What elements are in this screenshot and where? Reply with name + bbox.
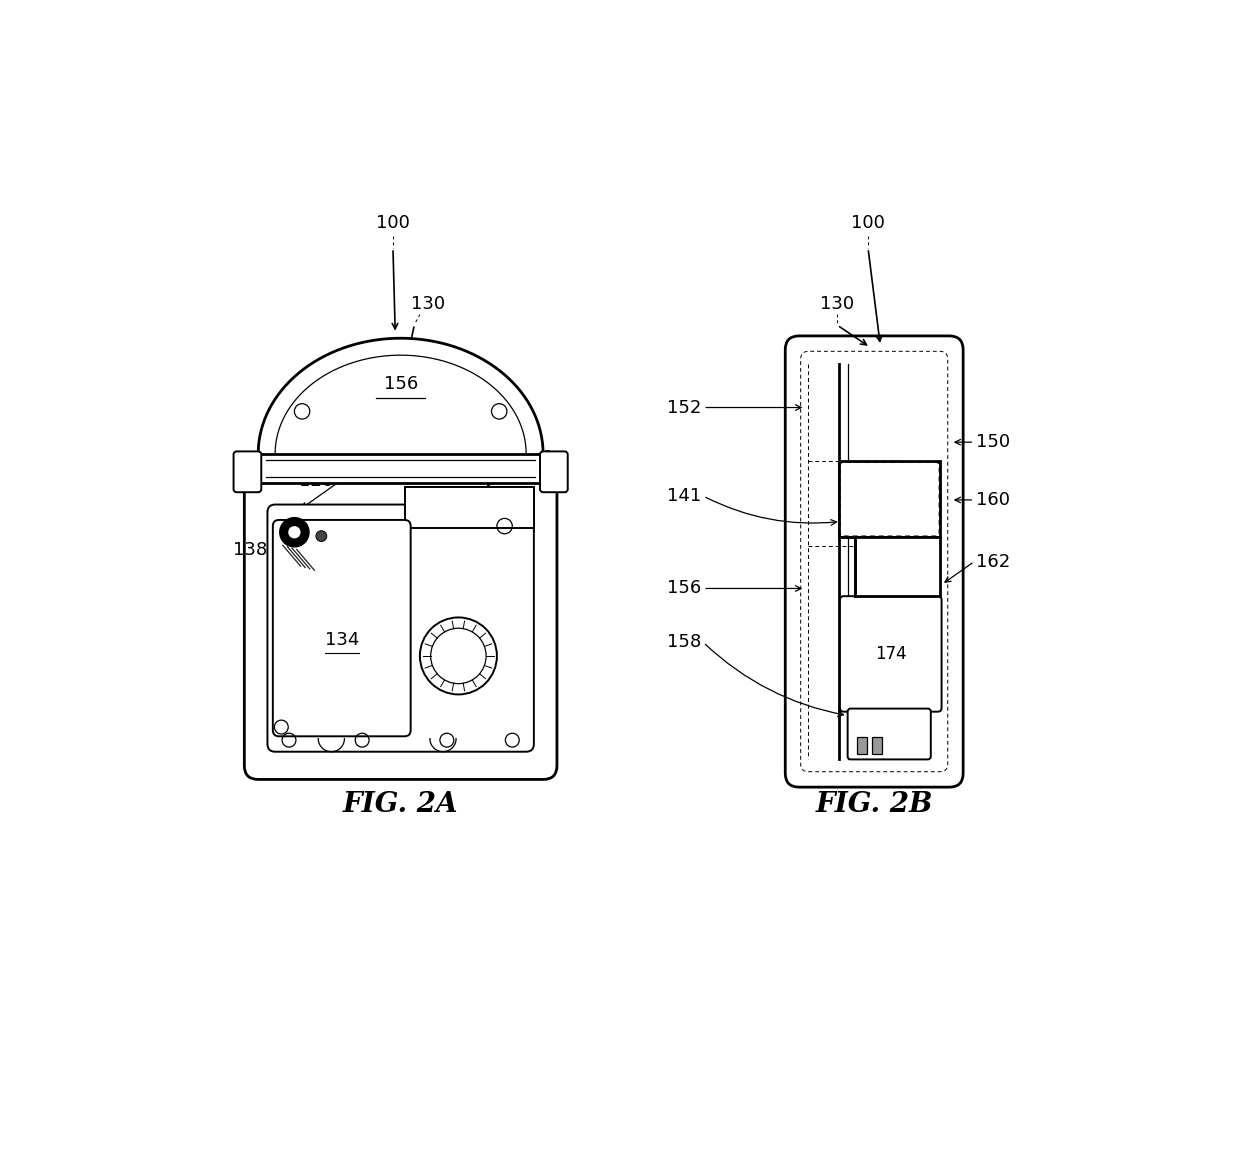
Text: 141: 141 <box>520 449 554 466</box>
Text: 138: 138 <box>233 541 268 559</box>
Bar <box>404 487 534 528</box>
Text: 162: 162 <box>976 552 1011 571</box>
Polygon shape <box>258 338 543 454</box>
FancyBboxPatch shape <box>785 336 963 787</box>
FancyBboxPatch shape <box>839 597 941 712</box>
Text: 116: 116 <box>414 664 449 683</box>
Text: 130: 130 <box>410 294 445 313</box>
FancyBboxPatch shape <box>541 451 568 492</box>
Bar <box>258 454 543 483</box>
Text: 158: 158 <box>667 634 701 651</box>
Bar <box>857 737 867 754</box>
Text: 141: 141 <box>667 487 701 505</box>
Text: 152: 152 <box>667 399 701 416</box>
Circle shape <box>420 618 497 694</box>
Bar <box>854 537 940 597</box>
Bar <box>872 737 883 754</box>
FancyBboxPatch shape <box>233 451 262 492</box>
Circle shape <box>288 526 300 538</box>
FancyBboxPatch shape <box>268 505 534 751</box>
FancyBboxPatch shape <box>848 708 931 759</box>
Text: 100: 100 <box>376 214 410 231</box>
Text: FIG. 2B: FIG. 2B <box>816 791 932 818</box>
Circle shape <box>316 530 326 542</box>
FancyBboxPatch shape <box>273 520 410 736</box>
Text: 156: 156 <box>667 579 701 598</box>
Text: 130: 130 <box>820 294 854 313</box>
Text: 160: 160 <box>976 491 1009 509</box>
Text: 134: 134 <box>325 630 358 649</box>
Text: 120: 120 <box>299 472 334 490</box>
Text: 100: 100 <box>851 214 885 231</box>
Text: 174: 174 <box>875 645 906 663</box>
Text: 164: 164 <box>345 664 379 683</box>
FancyBboxPatch shape <box>244 469 557 779</box>
Text: 150: 150 <box>976 433 1009 451</box>
Text: FIG. 2A: FIG. 2A <box>343 791 459 818</box>
Text: 156: 156 <box>383 376 418 393</box>
Circle shape <box>280 518 309 547</box>
Bar <box>839 462 940 537</box>
